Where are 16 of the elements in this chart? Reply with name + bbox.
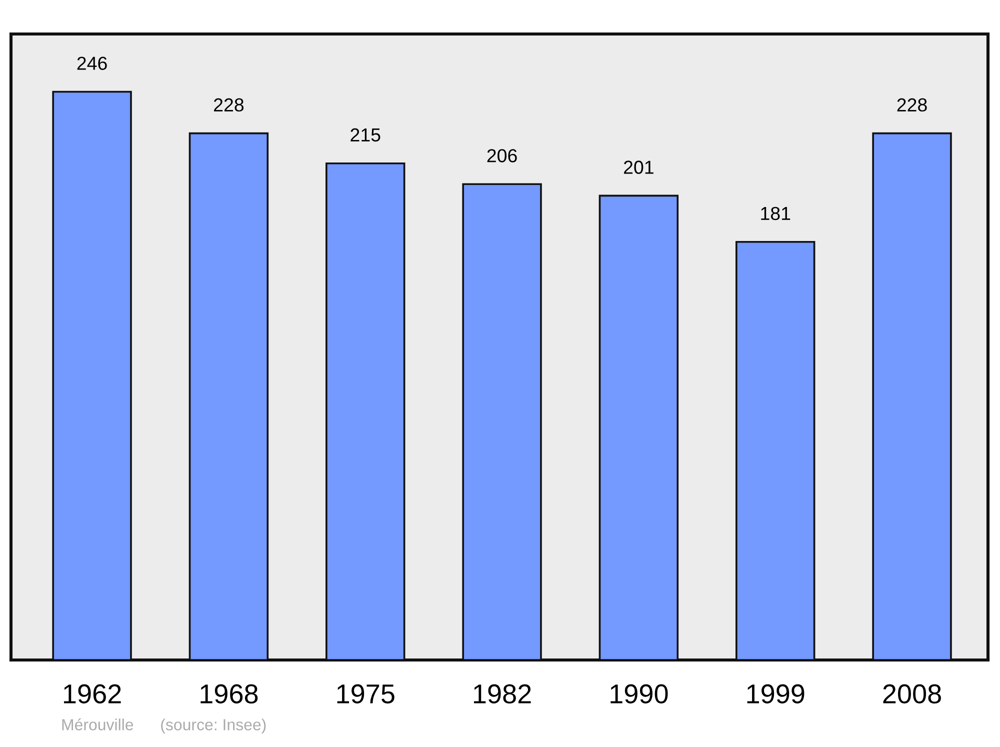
data-label: 201 [624,160,654,174]
data-label: 228 [214,98,244,112]
x-tick-label: 1975 [337,684,394,704]
data-label: 215 [350,128,380,142]
x-tick-label: 1962 [64,684,121,704]
x-tick-label: 2008 [883,684,941,704]
x-tick-label: 1990 [610,684,668,704]
data-label: 228 [897,98,927,112]
data-label: 181 [761,206,790,220]
x-tick-label: 1999 [747,684,804,704]
data-label: 206 [487,149,517,162]
x-tick-label: 1982 [474,684,531,704]
text: Mérouville [62,718,134,730]
x-tick-label: 1968 [200,684,258,704]
data-label: 246 [77,56,107,70]
text: (source: Insee) [161,718,266,734]
